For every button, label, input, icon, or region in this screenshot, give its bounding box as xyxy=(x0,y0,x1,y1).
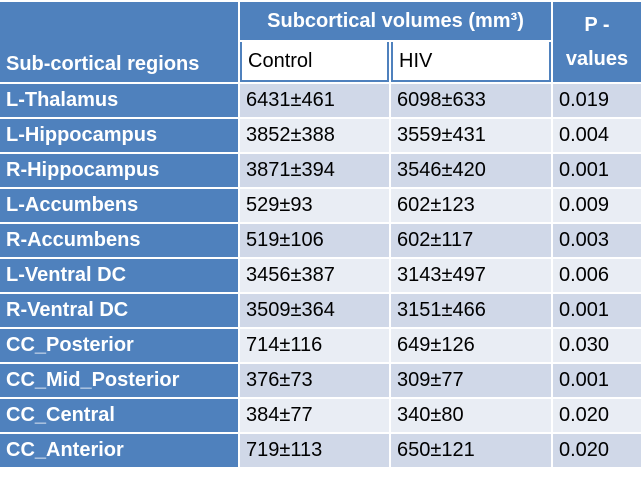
region-cell: CC_Anterior xyxy=(0,434,238,467)
value-cell: 6098±633 xyxy=(391,84,551,117)
value-cell: 0.020 xyxy=(553,399,641,432)
table-row: CC_Mid_Posterior 376±73 309±77 0.001 xyxy=(0,364,641,397)
table-row: L-Hippocampus 3852±388 3559±431 0.004 xyxy=(0,119,641,152)
table-row: L-Ventral DC 3456±387 3143±497 0.006 xyxy=(0,259,641,292)
table-row: CC_Posterior 714±116 649±126 0.030 xyxy=(0,329,641,362)
header-cell: P - values xyxy=(553,2,641,82)
value-cell: 0.004 xyxy=(553,119,641,152)
value-cell: 719±113 xyxy=(240,434,389,467)
value-cell: 0.019 xyxy=(553,84,641,117)
value-cell: 0.003 xyxy=(553,224,641,257)
table-row: R-Accumbens 519±106 602±117 0.003 xyxy=(0,224,641,257)
header-cell: Control xyxy=(240,42,389,82)
value-cell: 602±117 xyxy=(391,224,551,257)
region-cell: R-Ventral DC xyxy=(0,294,238,327)
value-cell: 3559±431 xyxy=(391,119,551,152)
value-cell: 3456±387 xyxy=(240,259,389,292)
value-cell: 384±77 xyxy=(240,399,389,432)
header-cell: Subcortical volumes (mm³) xyxy=(240,2,551,40)
value-cell: 0.001 xyxy=(553,154,641,187)
value-cell: 340±80 xyxy=(391,399,551,432)
value-cell: 3852±388 xyxy=(240,119,389,152)
value-cell: 0.009 xyxy=(553,189,641,222)
value-cell: 529±93 xyxy=(240,189,389,222)
value-cell: 0.006 xyxy=(553,259,641,292)
value-cell: 602±123 xyxy=(391,189,551,222)
table-body: L-Thalamus 6431±461 6098±633 0.019 L-Hippoca… xyxy=(0,84,641,467)
region-cell: CC_Central xyxy=(0,399,238,432)
value-cell: 3143±497 xyxy=(391,259,551,292)
value-cell: 3546±420 xyxy=(391,154,551,187)
value-cell: 649±126 xyxy=(391,329,551,362)
region-cell: L-Accumbens xyxy=(0,189,238,222)
value-cell: 0.020 xyxy=(553,434,641,467)
value-cell: 0.001 xyxy=(553,294,641,327)
value-cell: 0.001 xyxy=(553,364,641,397)
header-cell: Sub-cortical regions xyxy=(0,2,238,82)
region-cell: CC_Mid_Posterior xyxy=(0,364,238,397)
value-cell: 714±116 xyxy=(240,329,389,362)
table-row: L-Thalamus 6431±461 6098±633 0.019 xyxy=(0,84,641,117)
table: Sub-cortical regions Subcortical volumes… xyxy=(0,2,641,467)
region-cell: L-Thalamus xyxy=(0,84,238,117)
table-row: R-Ventral DC 3509±364 3151±466 0.001 xyxy=(0,294,641,327)
region-cell: R-Hippocampus xyxy=(0,154,238,187)
value-cell: 3871±394 xyxy=(240,154,389,187)
value-cell: 309±77 xyxy=(391,364,551,397)
table-row: CC_Anterior 719±113 650±121 0.020 xyxy=(0,434,641,467)
table-row: CC_Central 384±77 340±80 0.020 xyxy=(0,399,641,432)
table-row: R-Hippocampus 3871±394 3546±420 0.001 xyxy=(0,154,641,187)
value-cell: 650±121 xyxy=(391,434,551,467)
region-cell: L-Hippocampus xyxy=(0,119,238,152)
header-cell: HIV xyxy=(391,42,551,82)
value-cell: 3151±466 xyxy=(391,294,551,327)
region-cell: R-Accumbens xyxy=(0,224,238,257)
value-cell: 3509±364 xyxy=(240,294,389,327)
value-cell: 6431±461 xyxy=(240,84,389,117)
value-cell: 0.030 xyxy=(553,329,641,362)
region-cell: CC_Posterior xyxy=(0,329,238,362)
value-cell: 519±106 xyxy=(240,224,389,257)
value-cell: 376±73 xyxy=(240,364,389,397)
region-cell: L-Ventral DC xyxy=(0,259,238,292)
table-row: L-Accumbens 529±93 602±123 0.009 xyxy=(0,189,641,222)
